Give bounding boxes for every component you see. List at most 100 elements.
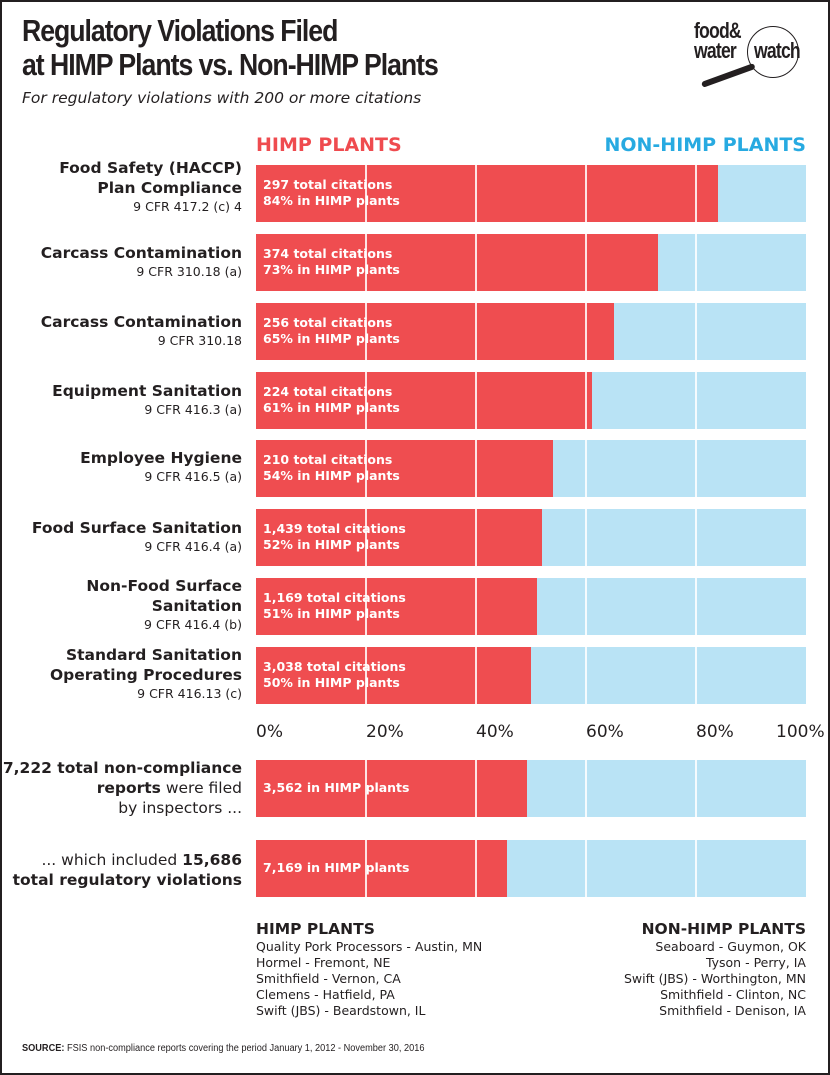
- bar-label-line: 3,038 total citations: [263, 659, 406, 674]
- list-item: Clemens - Hatfield, PA: [256, 987, 395, 1002]
- list-item: Smithfield - Clinton, NC: [660, 987, 806, 1002]
- gridline: [695, 647, 697, 704]
- gridline: [365, 234, 367, 291]
- category-name: Non-Food Surface: [86, 577, 242, 595]
- gridline: [475, 509, 477, 566]
- food-water-watch-logo: food& water watch: [690, 16, 820, 91]
- gridline: [585, 647, 587, 704]
- x-tick-label: 80%: [696, 722, 734, 742]
- bar-segment-himp: [256, 303, 614, 360]
- bar-segment-himp: [256, 440, 553, 497]
- category-name: Food Safety (HACCP): [59, 159, 242, 177]
- gridline: [695, 234, 697, 291]
- page-title: Regulatory Violations Filed at HIMP Plan…: [22, 14, 439, 82]
- category-label: Non-Food Surface Sanitation 9 CFR 416.4 (b…: [86, 576, 242, 634]
- gridline: [475, 165, 477, 222]
- bar-data-label: 297 total citations 84% in HIMP plants: [263, 177, 400, 209]
- category-label: Carcass Contamination 9 CFR 310.18: [41, 312, 242, 350]
- gridline: [585, 509, 587, 566]
- logo-text-watch: watch: [754, 38, 801, 63]
- stacked-bar: 1,169 total citations 51% in HIMP plants: [256, 578, 806, 635]
- bar-segment-himp: [256, 234, 658, 291]
- list-item: Swift (JBS) - Worthington, MN: [624, 971, 806, 986]
- non-himp-plants-heading: NON-HIMP PLANTS: [641, 920, 806, 938]
- category-name: Food Surface Sanitation: [31, 519, 242, 537]
- category-label: Equipment Sanitation 9 CFR 416.3 (a): [52, 381, 242, 419]
- gridline: [365, 760, 367, 817]
- gridline: [365, 165, 367, 222]
- title-line-2: at HIMP Plants vs. Non-HIMP Plants: [22, 47, 439, 82]
- list-item: Quality Pork Processors - Austin, MN: [256, 939, 483, 954]
- bar-label-line: 224 total citations: [263, 384, 393, 399]
- gridline: [365, 840, 367, 897]
- gridline: [365, 372, 367, 429]
- gridline: [695, 840, 697, 897]
- bar-segment-himp: [256, 578, 537, 635]
- cfr-citation: 9 CFR 416.3 (a): [144, 402, 242, 417]
- non-himp-plants-list: NON-HIMP PLANTS Seaboard - Guymon, OK Ty…: [624, 920, 806, 1019]
- gridline: [365, 578, 367, 635]
- gridline: [475, 372, 477, 429]
- bar-data-label: 210 total citations 54% in HIMP plants: [263, 452, 400, 484]
- x-tick-label: 100%: [776, 722, 825, 742]
- summary-text: were filed: [160, 779, 242, 797]
- source-text: FSIS non-compliance reports covering the…: [64, 1043, 425, 1054]
- summary-label-line: 7,222 total non-compliance: [3, 758, 242, 778]
- bar-data-label: 256 total citations 65% in HIMP plants: [263, 315, 400, 347]
- summary-bold: 7,222 total non-compliance: [2, 759, 242, 777]
- summary-number: 15,686: [182, 851, 242, 869]
- gridline: [475, 840, 477, 897]
- bar-segment-himp: [256, 509, 542, 566]
- bar-label-line: 52% in HIMP plants: [263, 537, 400, 552]
- himp-plants-list: HIMP PLANTS Quality Pork Processors - Au…: [256, 920, 482, 1019]
- summary-text: ... which included: [41, 851, 183, 869]
- stacked-bar: 1,439 total citations 52% in HIMP plants: [256, 509, 806, 566]
- bar-label-line: 61% in HIMP plants: [263, 400, 400, 415]
- subtitle: For regulatory violations with 200 or mo…: [22, 89, 422, 107]
- cfr-citation: 9 CFR 416.4 (a): [144, 539, 242, 554]
- category-label: Food Surface Sanitation 9 CFR 416.4 (a): [32, 518, 242, 556]
- gridline: [585, 578, 587, 635]
- summary-bold: reports: [96, 779, 161, 797]
- magnifying-glass-icon: [747, 26, 799, 78]
- cfr-citation: 9 CFR 417.2 (c) 4: [133, 199, 242, 214]
- cfr-citation: 9 CFR 310.18 (a): [136, 264, 242, 279]
- gridline: [585, 440, 587, 497]
- summary-label-line: reports were filed: [3, 778, 242, 798]
- bar-segment-himp: [256, 372, 592, 429]
- list-item: Tyson - Perry, IA: [705, 955, 806, 970]
- bar-label-line: 1,169 total citations: [263, 590, 406, 605]
- summary-label: 7,222 total non-compliance reports were f…: [3, 758, 242, 818]
- stacked-bar: 224 total citations 61% in HIMP plants: [256, 372, 806, 429]
- category-label: Standard Sanitation Operating Procedures 9…: [50, 645, 242, 703]
- bar-segment-himp: [256, 165, 718, 222]
- bar-data-label: 1,169 total citations 51% in HIMP plants: [263, 590, 406, 622]
- gridline: [695, 760, 697, 817]
- cfr-citation: 9 CFR 310.18: [157, 333, 242, 348]
- bar-segment-himp: [256, 760, 528, 817]
- bar-label-line: 374 total citations: [263, 246, 393, 261]
- category-name: Equipment Sanitation: [52, 382, 242, 400]
- gridline: [475, 647, 477, 704]
- bar-data-label: 7,169 in HIMP plants: [263, 860, 409, 876]
- stacked-bar: 7,169 in HIMP plants: [256, 840, 806, 897]
- source-note: SOURCE: FSIS non-compliance reports cove…: [22, 1043, 424, 1054]
- gridline: [695, 578, 697, 635]
- bar-label-line: 7,169 in HIMP plants: [263, 860, 410, 875]
- gridline: [695, 165, 697, 222]
- bar-data-label: 3,562 in HIMP plants: [263, 780, 409, 796]
- category-name: Carcass Contamination: [40, 313, 242, 331]
- category-name: Employee Hygiene: [80, 449, 242, 467]
- x-tick-label: 20%: [366, 722, 404, 742]
- gridline: [365, 303, 367, 360]
- gridline: [585, 165, 587, 222]
- summary-label-line: total regulatory violations: [13, 870, 242, 890]
- stacked-bar: 3,038 total citations 50% in HIMP plants: [256, 647, 806, 704]
- logo-text-water: water: [694, 38, 737, 63]
- bar-label-line: 50% in HIMP plants: [263, 675, 400, 690]
- category-name: Standard Sanitation: [65, 646, 242, 664]
- gridline: [475, 578, 477, 635]
- gridline: [695, 440, 697, 497]
- bar-label-line: 297 total citations: [263, 177, 393, 192]
